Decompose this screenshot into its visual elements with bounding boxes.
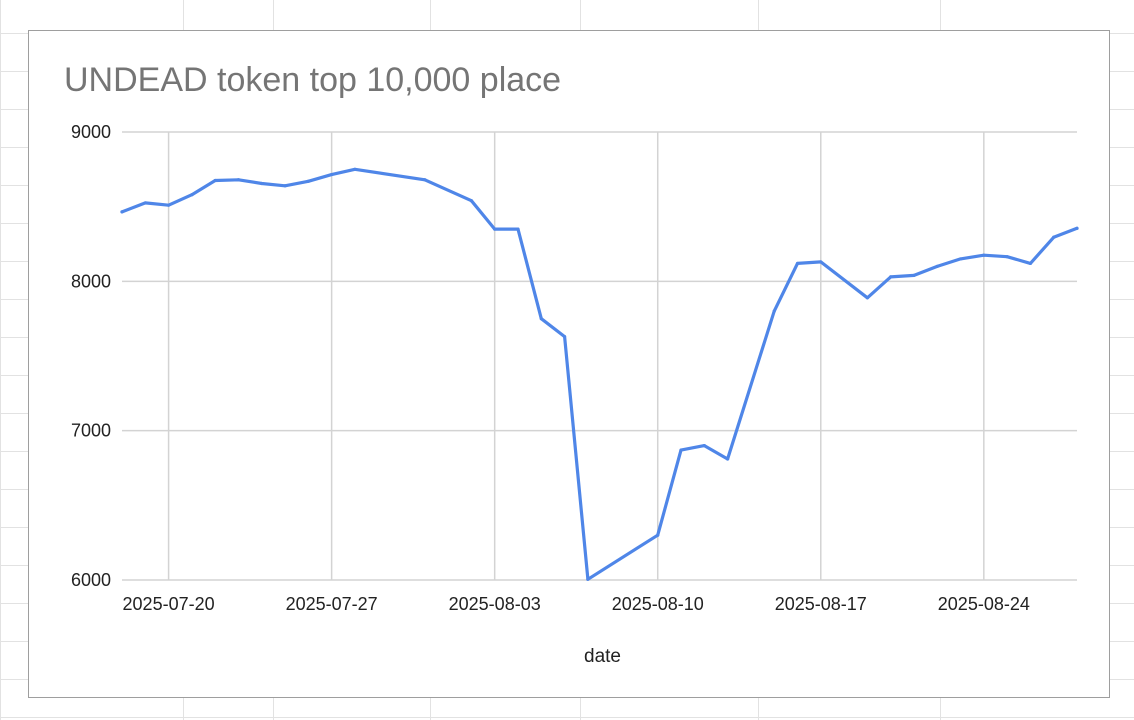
data-point	[516, 227, 520, 231]
data-point	[586, 577, 590, 581]
data-point	[562, 334, 567, 339]
data-point	[190, 193, 194, 197]
data-point	[1028, 261, 1033, 266]
y-tick-label: 8000	[71, 271, 111, 291]
data-point	[865, 296, 869, 300]
y-tick-label: 6000	[71, 570, 111, 590]
data-point	[236, 178, 241, 182]
y-tick-label: 9000	[71, 122, 111, 142]
data-point	[772, 309, 776, 313]
data-point	[120, 210, 124, 214]
data-point	[353, 167, 357, 171]
data-point	[958, 257, 963, 261]
data-point	[260, 181, 264, 186]
series-line	[120, 167, 1079, 581]
data-point	[912, 273, 916, 277]
series-layer	[120, 167, 1079, 581]
data-point	[213, 178, 217, 183]
data-point	[306, 179, 310, 183]
data-point	[493, 227, 497, 231]
x-axis-tick-labels: 2025-07-20 2025-07-27 2025-08-03 2025-08-10…	[123, 594, 1030, 614]
x-axis-title: date	[584, 646, 621, 667]
data-point	[656, 533, 660, 537]
data-point	[819, 260, 823, 264]
data-point	[702, 444, 706, 448]
chart-title: UNDEAD token top 10,000 place	[64, 61, 562, 99]
data-point	[982, 253, 986, 257]
chart-card[interactable]: UNDEAD token top 10,000 place 6000 7000 80…	[28, 30, 1110, 698]
x-tick-label: 2025-08-24	[938, 594, 1030, 614]
data-point	[166, 203, 171, 207]
x-tick-label: 2025-07-27	[286, 594, 378, 614]
x-tick-label: 2025-08-03	[449, 594, 541, 614]
horizontal-gridlines	[122, 131, 1077, 581]
data-point	[539, 317, 543, 321]
data-point	[1052, 235, 1056, 239]
data-point	[469, 199, 473, 203]
data-point	[935, 264, 939, 268]
data-point	[143, 201, 147, 205]
vertical-gridlines	[167, 132, 985, 580]
data-point	[330, 172, 334, 177]
x-tick-label: 2025-07-20	[123, 594, 215, 614]
data-point	[1075, 226, 1079, 230]
data-point	[795, 261, 800, 266]
data-point	[679, 448, 683, 452]
data-point	[423, 178, 427, 182]
data-point	[726, 457, 730, 461]
data-point	[283, 184, 287, 188]
y-tick-label: 7000	[71, 421, 111, 441]
data-point	[1005, 255, 1009, 259]
y-axis-tick-labels: 6000 7000 8000 9000	[71, 122, 111, 590]
x-tick-label: 2025-08-17	[775, 594, 867, 614]
x-tick-label: 2025-08-10	[612, 594, 704, 614]
data-point	[889, 275, 893, 279]
